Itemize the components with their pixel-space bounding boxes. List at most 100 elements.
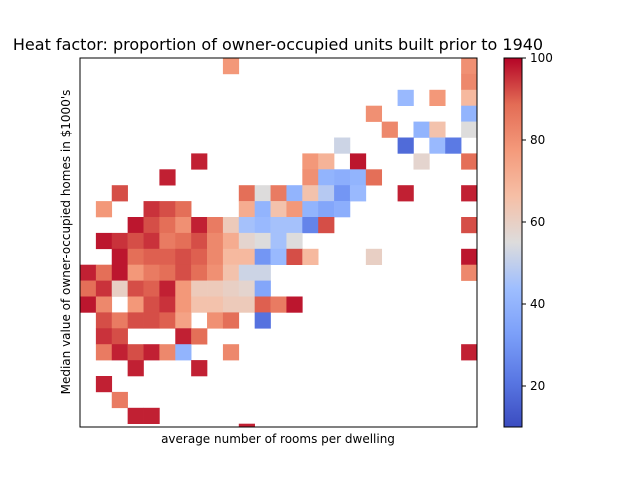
heatmap-cell xyxy=(254,280,271,297)
x-axis-label: average number of rooms per dwelling xyxy=(161,432,395,446)
heatmap-cell xyxy=(349,153,367,170)
heatmap-cell xyxy=(254,264,271,281)
heatmap-cell xyxy=(302,201,319,218)
heatmap-cell xyxy=(302,248,319,265)
heatmap-cell xyxy=(207,217,224,234)
heatmap-cell xyxy=(318,185,335,202)
heatmap-cell xyxy=(461,58,478,75)
heatmap-cell xyxy=(238,248,255,265)
heatmap-cell xyxy=(143,201,160,218)
heatmap-cell xyxy=(302,217,319,234)
heatmap-cell xyxy=(191,264,208,281)
heatmap-cell xyxy=(207,248,224,265)
heatmap-cell xyxy=(175,280,192,297)
heatmap-cell xyxy=(159,264,176,281)
heatmap-cell xyxy=(175,344,192,361)
heatmap-cell xyxy=(207,296,224,313)
heatmap-cell xyxy=(143,232,160,250)
heatmap-cell xyxy=(191,232,208,250)
heatmap-cell xyxy=(397,137,414,154)
heatmap-cell xyxy=(111,280,128,297)
heatmap-cell xyxy=(270,296,287,313)
heatmap-cell xyxy=(191,153,208,170)
heatmap-cell xyxy=(254,185,271,202)
heatmap-cell xyxy=(191,360,208,377)
heatmap-cell xyxy=(95,232,113,250)
heatmap-cell xyxy=(286,217,303,234)
heatmap-cell xyxy=(159,169,176,186)
heatmap-cell xyxy=(143,280,160,297)
heatmap-cell xyxy=(159,296,176,313)
heatmap-cell xyxy=(159,312,176,329)
colorbar-tick-label: 100 xyxy=(530,51,553,65)
heatmap-cell xyxy=(95,264,113,281)
heatmap-cell xyxy=(127,264,144,281)
heatmap-cell xyxy=(191,296,208,313)
colorbar xyxy=(503,57,523,428)
heatmap-cell xyxy=(334,185,351,202)
heatmap-cell xyxy=(429,89,446,106)
heatmap-cell xyxy=(95,201,113,218)
heatmap-cell xyxy=(302,185,319,202)
heatmap-cell xyxy=(207,264,224,281)
heatmap-cell xyxy=(111,248,128,265)
heatmap-cell xyxy=(334,201,351,218)
heatmap-cell xyxy=(175,328,192,345)
colorbar-tick-label: 80 xyxy=(530,133,545,147)
colorbar-tick-label: 40 xyxy=(530,297,545,311)
heatmap-cells xyxy=(80,58,478,428)
heatmap-cell xyxy=(95,328,113,345)
heatmap-cell xyxy=(334,137,351,154)
heatmap-cell xyxy=(222,58,240,75)
heatmap-cell xyxy=(334,169,351,186)
heatmap-cell xyxy=(159,217,176,234)
heatmap-cell xyxy=(397,89,414,106)
heatmap-cell xyxy=(254,248,271,265)
heatmap-cell xyxy=(222,312,240,329)
heatmap-cell xyxy=(222,280,240,297)
heatmap-cell xyxy=(318,169,335,186)
heatmap-cell xyxy=(413,121,430,138)
heatmap-cell xyxy=(318,217,335,234)
heatmap-cell xyxy=(80,296,97,313)
heatmap-cell xyxy=(365,169,383,186)
heatmap-cell xyxy=(207,232,224,250)
colorbar-tick-label: 60 xyxy=(530,215,545,229)
heatmap-cell xyxy=(286,201,303,218)
heatmap-cell xyxy=(238,296,255,313)
heatmap-cell xyxy=(254,296,271,313)
heatmap-cell xyxy=(318,153,335,170)
heatmap-cell xyxy=(461,248,478,265)
chart-title: Heat factor: proportion of owner-occupie… xyxy=(13,35,543,54)
heatmap-cell xyxy=(461,185,478,202)
heatmap-cell xyxy=(159,232,176,250)
heatmap-cell xyxy=(143,296,160,313)
heatmap-cell xyxy=(238,264,255,281)
heatmap-cell xyxy=(127,312,144,329)
heatmap-cell xyxy=(127,280,144,297)
heatmap-cell xyxy=(429,121,446,138)
heatmap-cell xyxy=(365,248,383,265)
heatmap-cell xyxy=(413,153,430,170)
heatmap-cell xyxy=(191,248,208,265)
heatmap-cell xyxy=(111,185,128,202)
heatmap-cell xyxy=(365,105,383,122)
heatmap-cell xyxy=(175,296,192,313)
heatmap-cell xyxy=(207,280,224,297)
heatmap-cell xyxy=(238,232,255,250)
heatmap-cell xyxy=(302,153,319,170)
heatmap-cell xyxy=(286,296,303,313)
heatmap-cell xyxy=(222,248,240,265)
heatmap-cell xyxy=(175,232,192,250)
y-axis-label: Median value of owner-occupied homes in … xyxy=(59,90,73,395)
heatmap-cell xyxy=(254,201,271,218)
heatmap-cell xyxy=(127,217,144,234)
heatmap-cell xyxy=(143,344,160,361)
heatmap-cell xyxy=(270,217,287,234)
heatmap-cell xyxy=(397,185,414,202)
heatmap-cell xyxy=(461,73,478,91)
heatmap-cell xyxy=(286,232,303,250)
heatmap-cell xyxy=(238,217,255,234)
heatmap-cell xyxy=(222,264,240,281)
